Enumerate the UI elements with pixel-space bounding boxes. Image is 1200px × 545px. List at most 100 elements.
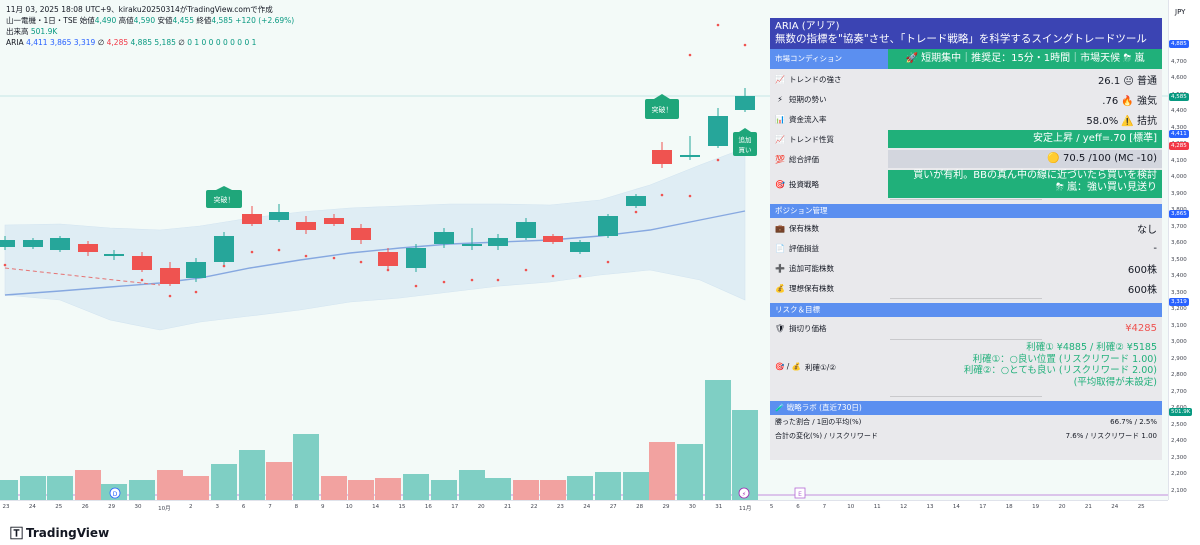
- time-axis[interactable]: 23 24 25 26 29 30 10月 2 3 6 7 8 9 10 14 15 16 17 20 21 22 23 2…: [0, 500, 1168, 515]
- candle[interactable]: [160, 262, 180, 286]
- row-value: 買いが有利。BBの真ん中の線に近づいたら買いを検討 ⛈ 嵐：強い買い見送り: [888, 170, 1162, 198]
- candle[interactable]: [50, 236, 70, 252]
- price-tick: 3,100: [1171, 322, 1187, 329]
- indicator-dot: [168, 294, 172, 298]
- time-tick: 12: [900, 504, 908, 510]
- time-tick: 14: [952, 504, 960, 510]
- candle[interactable]: [543, 234, 563, 244]
- candle[interactable]: [269, 204, 289, 222]
- candle[interactable]: [626, 194, 646, 208]
- candle[interactable]: [708, 108, 728, 148]
- candle[interactable]: [434, 228, 454, 248]
- indicator-line[interactable]: ARIA 4,411 3,865 3,319 ∅ 4,285 4,885 5,1…: [6, 38, 257, 47]
- volume-bar: [705, 380, 731, 500]
- candle[interactable]: [324, 214, 344, 226]
- price-tag: 4,411: [1169, 130, 1189, 138]
- volume-bar: [183, 476, 209, 500]
- volume-bar: [595, 472, 621, 500]
- candle[interactable]: [378, 248, 398, 270]
- candle[interactable]: [406, 244, 426, 272]
- price-tick: 4,600: [1171, 75, 1187, 81]
- indicator-dot: [470, 278, 474, 282]
- row-value: 600株: [1127, 264, 1157, 276]
- indicator-dot: [194, 290, 198, 294]
- breakout-marker-2: 突破！: [645, 94, 679, 119]
- dividend-marker[interactable]: D: [109, 487, 121, 499]
- time-tick: 2: [189, 504, 193, 510]
- indicator-dot: [3, 263, 7, 267]
- time-tick: 23: [2, 504, 10, 510]
- time-tick: 10: [847, 504, 855, 510]
- row-icon: 💯: [775, 154, 785, 164]
- candle[interactable]: [23, 238, 43, 249]
- price-tick: 4,300: [1171, 124, 1187, 131]
- aria-panel: ARIA (アリア) 無数の指標を"協奏"させ、「トレード戦略」を科学するスイン…: [770, 18, 1162, 460]
- volume-bar: [485, 478, 511, 500]
- shield-icon: 🛡: [775, 323, 786, 333]
- candle[interactable]: [570, 240, 590, 254]
- price-tick: 3,200: [1171, 306, 1187, 312]
- candle[interactable]: [680, 136, 700, 160]
- price-axis[interactable]: JPY 4,8004,7004,6004,5004,4004,3004,2004…: [1168, 0, 1200, 500]
- time-tick: 13: [926, 504, 934, 510]
- time-tick: 29: [662, 504, 670, 510]
- take-profit-row: 🎯 / 💰 利確①/② 利確① ¥4885 / 利確② ¥5185 利確①：○良い位…: [775, 342, 1157, 388]
- candle[interactable]: [488, 234, 508, 250]
- volume-bar: [375, 478, 401, 500]
- candle[interactable]: [104, 250, 124, 260]
- row-label: 総合評価: [789, 154, 819, 164]
- volume-bar: [431, 480, 457, 500]
- position-row: 💰 理想保有株数 600株: [770, 278, 1162, 298]
- volume-bar: [540, 480, 566, 500]
- time-tick: 17: [451, 504, 459, 510]
- time-tick: 30: [688, 504, 696, 510]
- time-tick: 5: [769, 504, 774, 510]
- candle[interactable]: [78, 241, 98, 256]
- symbol-name[interactable]: 山一電機・1日・TSE: [6, 16, 78, 25]
- candle[interactable]: [0, 236, 15, 250]
- tradingview-logo[interactable]: 🅃 TradingView: [10, 523, 109, 543]
- aria-row: 📊 資金流入率 58.0% ⚠️ 拮抗: [770, 109, 1162, 129]
- breakout-marker-1: 突破！: [206, 186, 242, 208]
- candle[interactable]: [186, 258, 206, 282]
- candle[interactable]: [296, 216, 316, 234]
- volume-bar: [459, 470, 485, 500]
- indicator-dot: [660, 193, 664, 197]
- time-tick: 16: [424, 504, 432, 510]
- lightning-marker[interactable]: ⚡: [738, 487, 750, 499]
- volume-bar: [293, 434, 319, 500]
- price-tick: 4,700: [1171, 58, 1187, 65]
- row-label: 投資戦略: [789, 179, 819, 189]
- candle[interactable]: [735, 88, 755, 112]
- candle[interactable]: [242, 206, 262, 226]
- candle[interactable]: [214, 232, 234, 266]
- price-tick: 3,600: [1171, 240, 1187, 246]
- lab-section-header: 🧪 戦略ラボ (直近730日): [770, 401, 1162, 415]
- candle[interactable]: [652, 142, 672, 168]
- time-tick: 19: [1032, 504, 1040, 510]
- candle[interactable]: [516, 218, 536, 240]
- time-tick: 25: [1137, 504, 1145, 510]
- candle[interactable]: [598, 214, 618, 238]
- indicator-dot: [250, 250, 254, 254]
- row-label: トレンドの強さ: [789, 74, 842, 84]
- price-tick: 3,000: [1171, 339, 1187, 345]
- price-tick: 2,800: [1171, 372, 1187, 378]
- position-section-header: ポジション管理: [770, 204, 1162, 218]
- aria-row: ⚡ 短期の勢い .76 🔥 強気: [770, 89, 1162, 109]
- time-tick: 25: [55, 504, 63, 510]
- candle[interactable]: [462, 228, 482, 250]
- earnings-marker[interactable]: E: [794, 487, 806, 499]
- candle[interactable]: [132, 252, 152, 272]
- row-icon: ➕: [775, 263, 785, 273]
- row-label: 資金流入率: [789, 114, 827, 124]
- row-icon: 📊: [775, 114, 785, 124]
- aria-row: 📈 トレンドの強さ 26.1 😐 普通: [770, 69, 1162, 89]
- row-icon: ⚡: [777, 94, 783, 104]
- indicator-dot: [359, 260, 363, 264]
- lab-value: 7.6% / リスクリワード 1.00: [1065, 432, 1157, 440]
- row-icon: 💼: [775, 223, 785, 233]
- indicator-dot: [524, 268, 528, 272]
- row-label: トレンド性質: [789, 134, 834, 144]
- candle[interactable]: [351, 224, 371, 244]
